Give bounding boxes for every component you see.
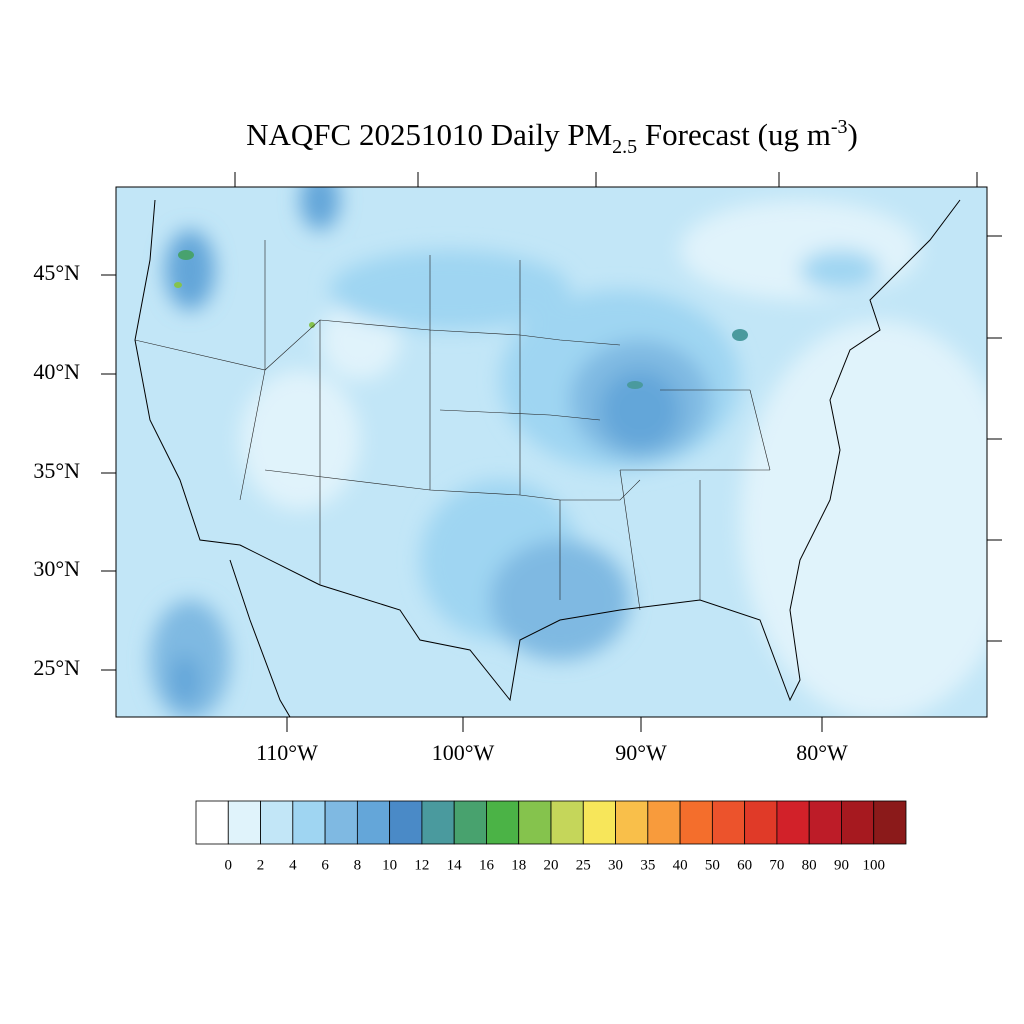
right-ticks xyxy=(987,235,1002,642)
title-sub: 2.5 xyxy=(612,136,637,158)
title: NAQFC 20251010 Daily PM2.5 Forecast (ug … xyxy=(246,116,858,158)
lat-label: 25°N xyxy=(33,655,80,680)
colorbar-box xyxy=(518,800,552,845)
colorbar-label: 90 xyxy=(834,857,849,873)
colorbar-label: 80 xyxy=(802,857,817,873)
colorbar-label: 30 xyxy=(608,857,623,873)
colorbar-box xyxy=(647,800,681,845)
colorbar-label: 2 xyxy=(257,857,265,873)
colorbar-box xyxy=(292,800,326,845)
map-field xyxy=(116,187,987,717)
colorbar-box xyxy=(808,800,842,845)
colorbar-label: 25 xyxy=(576,857,591,873)
colorbar-box xyxy=(615,800,649,845)
colorbar-box xyxy=(679,800,713,845)
colorbar-box xyxy=(389,800,423,845)
colorbar-box xyxy=(356,800,391,845)
colorbar-label: 4 xyxy=(289,857,297,873)
lon-label: 80°W xyxy=(796,740,848,765)
colorbar-box xyxy=(195,800,229,845)
colorbar-box xyxy=(324,800,358,845)
colorbar-label: 18 xyxy=(511,857,526,873)
colorbar-label: 10 xyxy=(382,857,397,873)
title-end: ) xyxy=(848,117,858,152)
colorbar-box xyxy=(227,800,261,845)
colorbar-label: 100 xyxy=(862,857,885,873)
colorbar-label: 50 xyxy=(705,857,720,873)
colorbar-box xyxy=(260,800,294,845)
lat-label: 35°N xyxy=(33,458,80,483)
colorbar-box xyxy=(453,800,487,845)
colorbar-box xyxy=(776,800,810,845)
colorbar-label: 14 xyxy=(447,857,463,873)
lon-label: 110°W xyxy=(256,740,318,765)
colorbar-label: 60 xyxy=(737,857,752,873)
colorbar-label: 0 xyxy=(225,857,233,873)
colorbar-label: 12 xyxy=(414,857,429,873)
lon-label: 100°W xyxy=(432,740,495,765)
colorbar-box xyxy=(873,800,907,845)
colorbar-box xyxy=(711,800,746,845)
lat-label: 45°N xyxy=(33,260,80,285)
title-sup: -3 xyxy=(831,116,848,138)
colorbar-label: 35 xyxy=(640,857,655,873)
colorbar-label: 8 xyxy=(354,857,362,873)
colorbar-label: 20 xyxy=(544,857,559,873)
lat-label: 30°N xyxy=(33,556,80,581)
colorbar-box xyxy=(582,800,616,845)
colorbar-label: 70 xyxy=(769,857,784,873)
lon-label: 90°W xyxy=(615,740,667,765)
colorbar-label: 16 xyxy=(479,857,495,873)
title-main: NAQFC 20251010 Daily PM xyxy=(246,117,612,152)
lat-label: 40°N xyxy=(33,359,80,384)
title-rest: Forecast (ug m xyxy=(637,117,831,152)
map-frame xyxy=(115,186,988,718)
top-ticks xyxy=(234,172,978,187)
colorbar-box xyxy=(486,800,520,845)
colorbar-label: 40 xyxy=(673,857,688,873)
colorbar-box xyxy=(841,800,875,845)
colorbar-label: 6 xyxy=(321,857,329,873)
colorbar-box xyxy=(550,800,584,845)
colorbar-box xyxy=(421,800,455,845)
colorbar-box xyxy=(744,800,778,845)
